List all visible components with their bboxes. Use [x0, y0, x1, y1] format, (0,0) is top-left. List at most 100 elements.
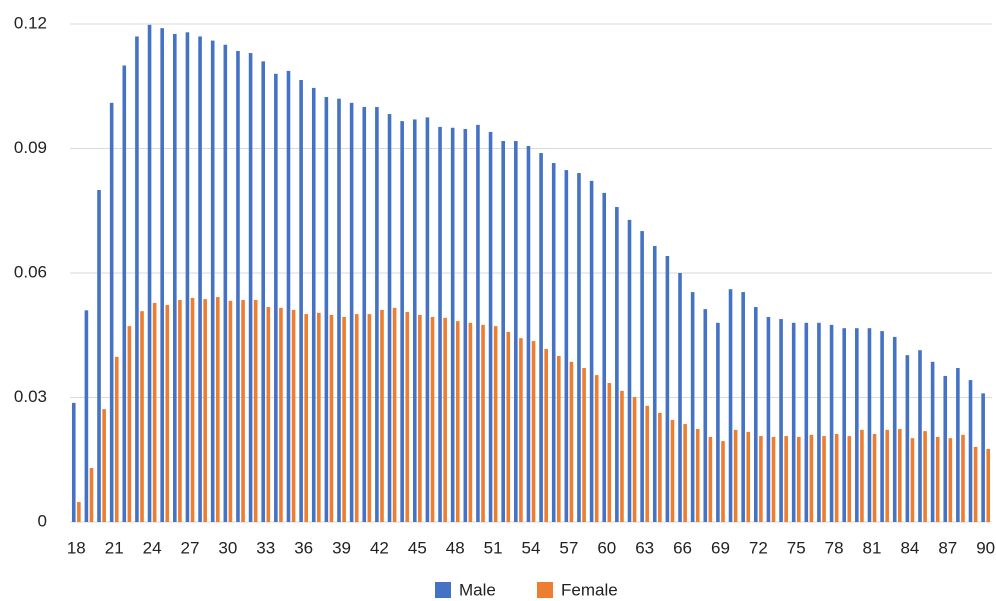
bar	[943, 375, 948, 522]
x-tick-label: 78	[825, 538, 844, 557]
bar	[842, 328, 847, 522]
x-tick-label: 81	[863, 538, 882, 557]
bar	[375, 107, 379, 522]
bar	[380, 309, 384, 522]
bar	[329, 314, 334, 522]
bar	[405, 312, 410, 522]
bar	[809, 434, 814, 522]
bar	[463, 128, 468, 522]
bar	[956, 368, 960, 522]
bar	[190, 297, 195, 522]
bar	[683, 424, 687, 522]
bar	[337, 98, 341, 522]
bar	[721, 441, 725, 522]
bar	[665, 255, 670, 523]
bar	[122, 65, 127, 522]
x-tick-label: 24	[143, 538, 162, 557]
x-tick-label: 33	[256, 538, 275, 557]
bar	[577, 172, 581, 523]
x-tick-label: 30	[218, 538, 237, 557]
bar	[582, 368, 586, 522]
bar	[733, 429, 738, 522]
bar	[165, 304, 170, 522]
bar	[455, 321, 460, 522]
bar	[867, 328, 872, 522]
bar	[741, 292, 745, 522]
bar	[589, 180, 594, 522]
bar	[412, 119, 417, 522]
x-tick-label: 87	[938, 538, 957, 557]
bar	[228, 300, 233, 522]
bar	[981, 393, 985, 522]
bar	[468, 322, 473, 522]
bar	[834, 434, 839, 522]
bar	[607, 382, 612, 522]
bar	[198, 36, 202, 522]
bar	[822, 436, 826, 522]
bar	[728, 289, 733, 522]
bar	[342, 316, 346, 522]
bar	[450, 127, 455, 522]
bar	[872, 434, 877, 522]
bar	[564, 170, 569, 522]
bar	[400, 121, 404, 523]
bar	[147, 24, 152, 523]
y-tick-label: 0.09	[14, 138, 47, 157]
bar	[860, 429, 864, 522]
bar	[274, 73, 278, 523]
bar	[248, 53, 253, 523]
bar	[531, 341, 536, 522]
bar	[968, 380, 973, 522]
bar	[185, 32, 190, 523]
x-tick-label: 48	[446, 538, 465, 557]
bar	[354, 314, 359, 522]
bar	[418, 314, 422, 522]
x-tick-label: 42	[370, 538, 389, 557]
x-tick-label: 21	[105, 538, 124, 557]
legend-swatch	[537, 582, 553, 598]
bar	[905, 355, 910, 522]
bar	[210, 40, 215, 522]
bar	[173, 33, 177, 523]
bar	[114, 356, 119, 522]
x-tick-label: 36	[294, 538, 313, 557]
bar	[367, 314, 372, 522]
bar	[615, 207, 619, 522]
bar	[493, 326, 498, 522]
bar	[317, 312, 321, 522]
bar	[291, 309, 296, 522]
bar	[961, 434, 965, 522]
bar	[97, 190, 101, 522]
bar	[695, 429, 700, 522]
bar	[746, 431, 751, 522]
bar	[804, 322, 809, 522]
bar	[539, 153, 543, 522]
bar	[708, 436, 713, 522]
bar	[392, 307, 397, 522]
bar	[796, 436, 801, 522]
x-tick-label: 57	[559, 538, 578, 557]
bar	[753, 307, 758, 522]
bar	[501, 141, 505, 522]
bar	[299, 80, 303, 523]
x-tick-label: 54	[522, 538, 541, 557]
bar	[670, 419, 675, 522]
y-tick-label: 0	[38, 511, 47, 530]
bar	[203, 299, 207, 522]
bar	[362, 107, 367, 522]
bar	[266, 307, 271, 522]
bar	[829, 324, 834, 522]
bar	[160, 28, 164, 523]
x-tick-label: 45	[408, 538, 427, 557]
x-tick-label: 72	[749, 538, 768, 557]
bar	[973, 446, 978, 522]
x-tick-label: 27	[181, 538, 200, 557]
bar	[77, 502, 81, 522]
bar	[892, 336, 897, 522]
bar	[89, 468, 94, 522]
bar	[152, 302, 157, 522]
bar	[324, 97, 329, 522]
y-tick-label: 0.06	[14, 262, 47, 281]
bar	[261, 61, 266, 522]
bar	[223, 44, 228, 522]
